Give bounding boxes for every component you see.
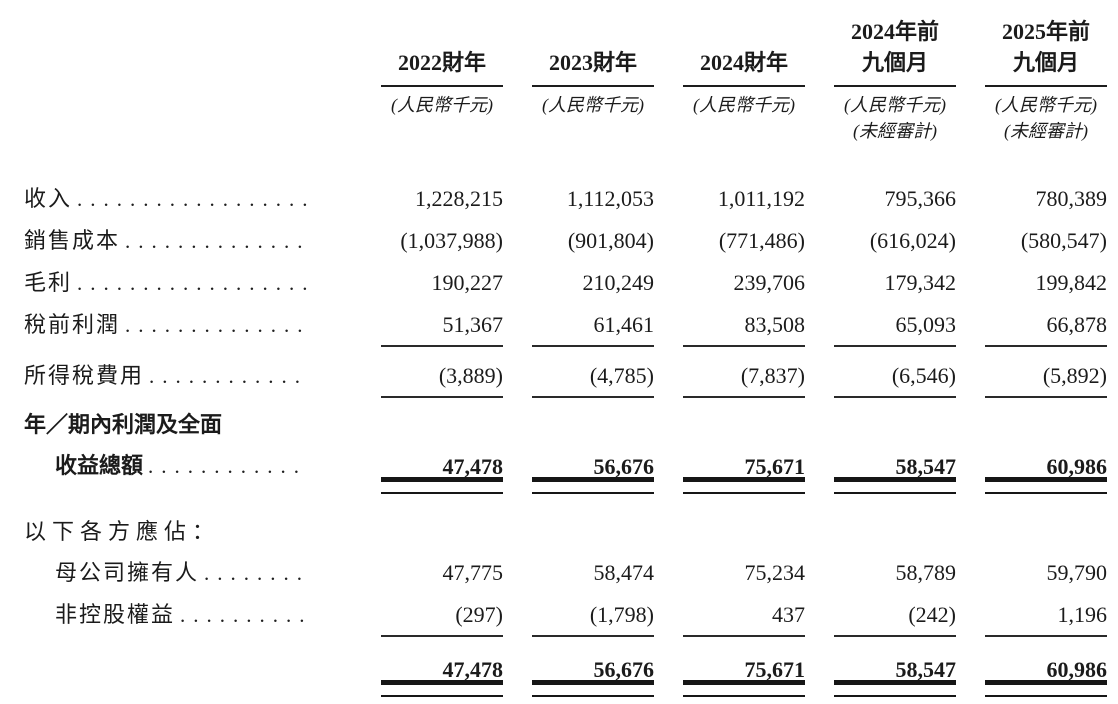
cell-value: (6,546) <box>834 355 956 398</box>
cell-value: 51,367 <box>381 304 503 347</box>
cell-value: 190,227 <box>431 270 504 295</box>
cell-value: 47,478 <box>381 446 503 494</box>
column-header-fy2024: 2024財年 (人民幣千元) <box>683 8 805 118</box>
cell-value: 66,878 <box>985 304 1107 347</box>
table-row-income-tax-expense: 所得稅費用 (3,889) (4,785) (7,837) (6,546) (5… <box>24 355 1118 398</box>
cell-value: (3,889) <box>381 355 503 398</box>
header-underline <box>985 85 1107 87</box>
dot-leader <box>77 178 308 220</box>
cell-value: 58,789 <box>895 560 957 585</box>
row-label-line1: 年／期內利潤及全面 <box>24 412 223 437</box>
cell-value: 1,196 <box>985 594 1107 637</box>
row-label: 母公司擁有人 <box>55 560 200 585</box>
table-row-cost-of-sales: 銷售成本 (1,037,988) (901,804) (771,486) (61… <box>24 220 1118 262</box>
dot-leader <box>77 262 308 304</box>
cell-value: 58,547 <box>834 649 956 697</box>
row-label: 收入 <box>24 186 73 211</box>
column-note: (未經審計) <box>853 121 937 141</box>
cell-value: 56,676 <box>532 446 654 494</box>
cell-value: (616,024) <box>869 228 956 253</box>
column-unit: (人民幣千元) <box>844 95 946 115</box>
table-row-attributable-to: 以下各方應佔： <box>24 511 1118 552</box>
row-label: 稅前利潤 <box>24 312 121 337</box>
row-label-line2: 收益總額 <box>55 453 144 478</box>
header-underline <box>381 85 503 87</box>
table-row-owners-of-parent: 母公司擁有人 47,775 58,474 75,234 58,789 59,79… <box>24 552 1118 594</box>
cell-value: (242) <box>834 594 956 637</box>
cell-value: (1,037,988) <box>400 228 503 253</box>
dot-leader <box>180 594 308 636</box>
column-title: 2024年前 <box>850 19 939 44</box>
header-underline <box>834 85 956 87</box>
row-label: 毛利 <box>24 270 73 295</box>
column-unit: (人民幣千元) <box>693 95 795 115</box>
cell-value: 47,775 <box>442 560 504 585</box>
cell-value: (901,804) <box>567 228 654 253</box>
header-underline <box>683 85 805 87</box>
column-unit: (人民幣千元) <box>542 95 644 115</box>
column-header-9m2024: 2024年前 九個月 (人民幣千元) (未經審計) <box>834 8 956 144</box>
row-label: 銷售成本 <box>24 228 121 253</box>
cell-value: (7,837) <box>683 355 805 398</box>
column-unit: (人民幣千元) <box>995 95 1097 115</box>
cell-value: 75,234 <box>744 560 806 585</box>
cell-value: 75,671 <box>683 649 805 697</box>
dot-leader <box>148 445 308 487</box>
cell-value: 1,228,215 <box>415 186 503 211</box>
cell-value: 56,676 <box>532 649 654 697</box>
dot-leader <box>204 552 308 594</box>
cell-value: 239,706 <box>733 270 806 295</box>
table-header-row: 2022財年 (人民幣千元) 2023財年 (人民幣千元) 2024財年 (人民… <box>24 8 1118 144</box>
cell-value: (1,798) <box>532 594 654 637</box>
cell-value: 210,249 <box>582 270 655 295</box>
cell-value: 179,342 <box>884 270 957 295</box>
cell-value: 59,790 <box>1046 560 1108 585</box>
column-unit: (人民幣千元) <box>391 95 493 115</box>
dot-leader <box>149 355 308 397</box>
table-row-total-bottom: 47,478 56,676 75,671 58,547 60,986 <box>24 649 1118 697</box>
table-row-revenue: 收入 1,228,215 1,112,053 1,011,192 795,366… <box>24 178 1118 220</box>
cell-value: 75,671 <box>683 446 805 494</box>
column-title: 2024財年 <box>699 50 788 75</box>
cell-value: (4,785) <box>532 355 654 398</box>
cell-value: 47,478 <box>381 649 503 697</box>
column-title: 2023財年 <box>548 50 637 75</box>
cell-value: (5,892) <box>985 355 1107 398</box>
cell-value: 58,547 <box>834 446 956 494</box>
cell-value: (297) <box>381 594 503 637</box>
cell-value: 780,389 <box>1035 186 1108 211</box>
cell-value: 58,474 <box>593 560 655 585</box>
cell-value: 60,986 <box>985 446 1107 494</box>
table-row-profit-before-tax: 稅前利潤 51,367 61,461 83,508 65,093 66,878 <box>24 304 1118 347</box>
column-title: 2022財年 <box>397 50 486 75</box>
cell-value: 65,093 <box>834 304 956 347</box>
cell-value: 61,461 <box>532 304 654 347</box>
table-row-non-controlling-interests: 非控股權益 (297) (1,798) 437 (242) 1,196 <box>24 594 1118 637</box>
dot-leader <box>125 220 308 262</box>
cell-value: (580,547) <box>1020 228 1107 253</box>
column-header-fy2023: 2023財年 (人民幣千元) <box>532 8 654 118</box>
cell-value: 1,011,192 <box>717 186 805 211</box>
cell-value: (771,486) <box>718 228 805 253</box>
column-header-9m2025: 2025年前 九個月 (人民幣千元) (未經審計) <box>985 8 1107 144</box>
cell-value: 83,508 <box>683 304 805 347</box>
cell-value: 60,986 <box>985 649 1107 697</box>
row-label: 非控股權益 <box>55 602 176 627</box>
cell-value: 1,112,053 <box>566 186 654 211</box>
column-title-line2: 九個月 <box>1012 50 1079 75</box>
dot-leader <box>125 304 308 346</box>
section-label: 以下各方應佔： <box>24 519 221 544</box>
column-header-fy2022: 2022財年 (人民幣千元) <box>381 8 503 118</box>
cell-value: 199,842 <box>1035 270 1108 295</box>
cell-value: 437 <box>683 594 805 637</box>
column-title-line2: 九個月 <box>861 50 928 75</box>
column-note: (未經審計) <box>1004 121 1088 141</box>
cell-value: 795,366 <box>884 186 957 211</box>
column-title: 2025年前 <box>1001 19 1090 44</box>
row-label: 所得稅費用 <box>24 363 145 388</box>
table-row-total-profit-comprehensive-income: 年／期內利潤及全面 收益總額 47,478 56,676 75,671 58,5… <box>24 404 1118 494</box>
table-row-gross-profit: 毛利 190,227 210,249 239,706 179,342 199,8… <box>24 262 1118 304</box>
header-underline <box>532 85 654 87</box>
